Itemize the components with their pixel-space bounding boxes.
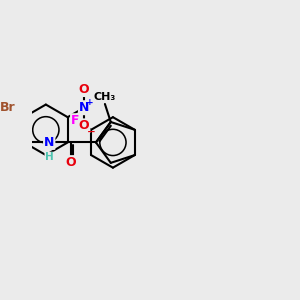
Text: N: N	[79, 101, 89, 114]
Text: F: F	[71, 114, 80, 127]
Text: +: +	[86, 98, 94, 107]
Text: Br: Br	[0, 101, 15, 114]
Text: O: O	[65, 156, 76, 169]
Text: O: O	[79, 83, 89, 96]
Text: −: −	[87, 126, 95, 136]
Text: CH₃: CH₃	[94, 92, 116, 102]
Text: H: H	[45, 152, 54, 162]
Text: O: O	[79, 119, 89, 132]
Text: N: N	[44, 136, 54, 149]
